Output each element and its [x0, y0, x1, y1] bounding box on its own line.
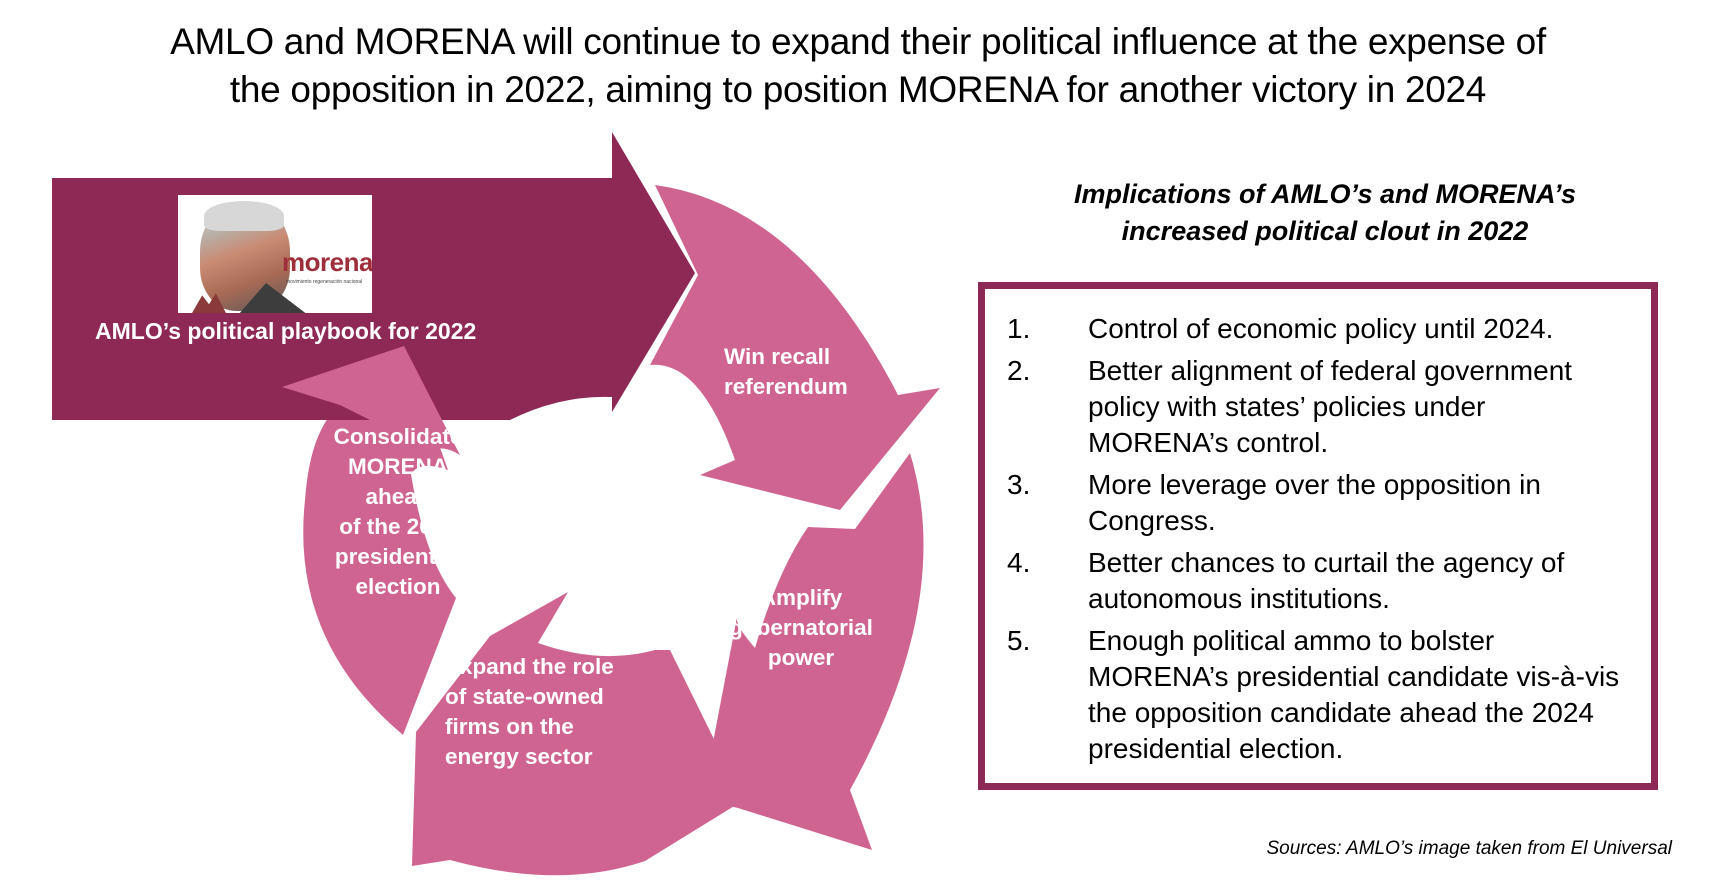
item-text: Control of economic policy until 2024.	[1088, 313, 1554, 344]
implication-item: 2. Better alignment of federal government…	[1007, 353, 1631, 461]
cycle-step-consolidate: Consolidate MORENA ahead of the 2024 pre…	[318, 422, 478, 602]
item-text: Better alignment of federal government p…	[1088, 355, 1573, 458]
item-number: 2.	[1007, 355, 1031, 386]
sources-note: Sources: AMLO’s image taken from El Univ…	[1266, 838, 1673, 859]
item-text: Better chances to curtail the agency of …	[1088, 547, 1565, 614]
step-line: of state-owned	[445, 684, 604, 709]
step-line: power	[767, 645, 835, 670]
heading-line-2: increased political clout in 2022	[1121, 216, 1529, 246]
cycle-step-amplify: Amplify gubernatorial power	[716, 583, 886, 673]
step-line: gubernatorial	[729, 615, 873, 640]
slide-title: AMLO and MORENA will continue to expand …	[0, 18, 1716, 114]
item-number: 3.	[1007, 469, 1031, 500]
heading-line-1: Implications of AMLO’s and MORENA’s	[1073, 179, 1577, 209]
implications-heading: Implications of AMLO’s and MORENA’s incr…	[990, 176, 1660, 250]
morena-tagline: movimiento regeneración nacional	[286, 279, 363, 285]
consolidate-arrow-tip	[282, 346, 460, 455]
amlo-portrait-image: morena movimiento regeneración nacional	[178, 195, 372, 313]
portrait-hair	[204, 201, 284, 231]
step-line: Expand the role	[445, 654, 614, 679]
implication-item: 3. More leverage over the opposition in C…	[1007, 467, 1631, 539]
cycle-arrow-consolidate	[278, 346, 456, 735]
step-line: MORENA	[348, 454, 448, 479]
cycle-step-expand: Expand the role of state-owned firms on …	[445, 652, 614, 772]
title-line-2: the opposition in 2022, aiming to positi…	[229, 69, 1487, 110]
item-text: Enough political ammo to bolster MORENA’…	[1088, 625, 1620, 764]
item-number: 1.	[1007, 313, 1031, 344]
cycle-arrow-expand	[412, 592, 744, 876]
cycle-step-win-recall: Win recall referendum	[724, 342, 848, 402]
item-text: More leverage over the opposition in Con…	[1088, 469, 1541, 536]
implications-list: 1. Control of economic policy until 2024.…	[1007, 311, 1631, 773]
step-line: referendum	[724, 374, 848, 399]
morena-logo: morena	[282, 247, 372, 277]
step-line: firms on the	[445, 714, 574, 739]
playbook-label: AMLO’s political playbook for 2022	[95, 318, 477, 344]
item-number: 4.	[1007, 547, 1031, 578]
step-line: Amplify	[759, 585, 843, 610]
step-line: of the 2024	[339, 514, 457, 539]
step-line: election	[355, 574, 441, 599]
step-line: energy sector	[445, 744, 593, 769]
cycle-arrow-win-recall	[650, 185, 940, 510]
step-line: presidential	[334, 544, 462, 569]
step-line: Win recall	[724, 344, 831, 369]
implications-box: 1. Control of economic policy until 2024.…	[978, 282, 1658, 790]
item-number: 5.	[1007, 625, 1031, 656]
title-line-1: AMLO and MORENA will continue to expand …	[170, 21, 1546, 62]
implication-item: 1. Control of economic policy until 2024.	[1007, 311, 1631, 347]
step-line: Consolidate	[333, 424, 463, 449]
step-line: ahead	[365, 484, 431, 509]
implication-item: 5. Enough political ammo to bolster MOREN…	[1007, 623, 1631, 767]
implication-item: 4. Better chances to curtail the agency o…	[1007, 545, 1631, 617]
cycle-arrow-amplify	[702, 453, 924, 850]
